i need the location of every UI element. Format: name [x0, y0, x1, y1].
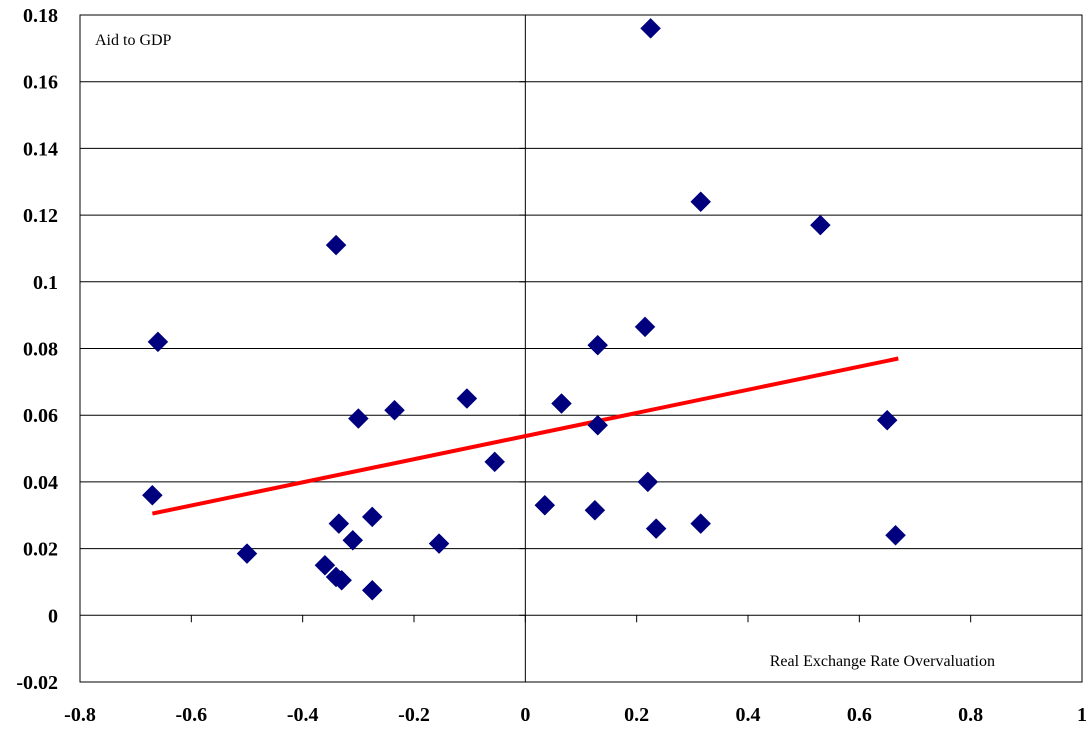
x-tick-label: 0.8 — [958, 704, 983, 726]
x-tick-label: -0.4 — [287, 704, 319, 726]
trendline-group — [151, 356, 899, 516]
data-point — [584, 499, 606, 521]
data-point — [361, 506, 383, 528]
data-point — [484, 451, 506, 473]
data-point — [534, 494, 556, 516]
x-tick-label: 0 — [520, 704, 530, 726]
data-point — [328, 513, 350, 534]
y-tick-label: 0.1 — [33, 272, 58, 294]
x-variable-annotation: Real Exchange Rate Overvaluation — [770, 653, 995, 670]
y-tick-label: 0.16 — [23, 72, 58, 94]
data-point — [331, 569, 352, 591]
y-tick-label: 0.18 — [23, 5, 58, 27]
data-point — [314, 554, 336, 576]
data-point — [690, 191, 712, 213]
data-point — [876, 409, 898, 431]
data-point — [551, 393, 572, 414]
data-point — [342, 529, 364, 551]
data-point — [384, 399, 405, 421]
data-point — [637, 471, 659, 493]
trendline — [151, 356, 899, 516]
data-point — [645, 518, 667, 539]
y-tick-label: -0.02 — [16, 672, 58, 694]
data-point — [236, 543, 258, 564]
data-point — [142, 484, 163, 506]
data-point — [587, 334, 609, 356]
data-point — [634, 316, 656, 338]
tick-labels: 0.18 0.16 0.14 0.12 0.1 0.08 0.06 0.04 0.02 0 -0.0… — [16, 5, 1087, 726]
y-tick-label: 0.02 — [23, 539, 58, 561]
data-points — [142, 17, 906, 601]
data-point — [147, 331, 169, 353]
data-point — [587, 414, 609, 436]
y-tick-label: 0.06 — [23, 405, 58, 427]
data-point — [325, 234, 347, 256]
x-tick-label: -0.2 — [398, 704, 430, 726]
data-point — [885, 524, 906, 546]
x-tick-label: -0.8 — [64, 704, 96, 726]
y-tick-label: 0.14 — [23, 138, 58, 160]
data-point — [347, 408, 369, 429]
x-tick-label: 0.2 — [624, 704, 649, 726]
x-tick-label: 0.6 — [847, 704, 872, 726]
gridlines — [80, 14, 1082, 683]
y-tick-label: 0.04 — [23, 472, 58, 494]
x-tick-label: 0.4 — [736, 704, 761, 726]
data-point — [810, 214, 831, 236]
data-point — [361, 579, 383, 601]
y-tick-label: 0.12 — [23, 205, 58, 227]
data-point — [456, 388, 478, 409]
plot-area-border — [79, 14, 1083, 683]
y-variable-annotation: Aid to GDP — [95, 32, 172, 49]
data-point — [428, 533, 450, 554]
y-tick-label: 0.08 — [23, 339, 58, 361]
axes — [79, 14, 1083, 683]
data-point — [640, 17, 661, 39]
y-tick-label: 0 — [48, 605, 58, 627]
x-tick-label: -0.6 — [175, 704, 207, 726]
data-point — [690, 513, 712, 534]
x-tick-label: 1 — [1077, 704, 1087, 726]
